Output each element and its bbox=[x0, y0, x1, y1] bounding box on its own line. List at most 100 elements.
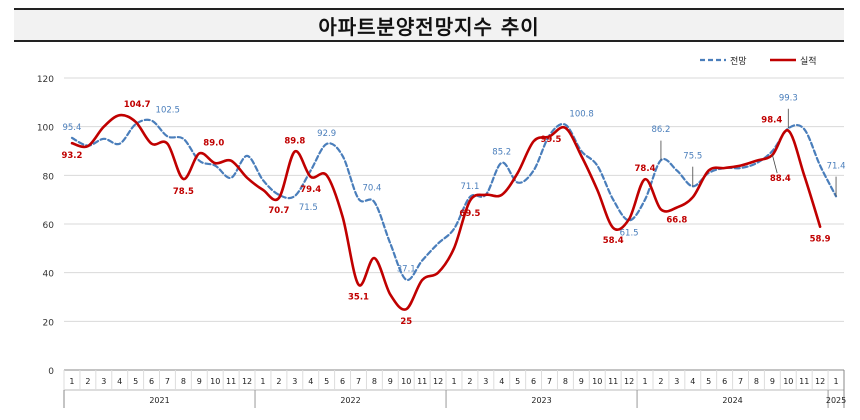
forecast-data-label: 85.2 bbox=[492, 148, 511, 158]
year-label: 2025 bbox=[826, 396, 846, 405]
forecast-data-label: 92.9 bbox=[317, 129, 336, 139]
x-tick-label: 9 bbox=[388, 377, 393, 386]
forecast-data-label: 71.4 bbox=[827, 161, 846, 171]
chart-title-bar: 아파트분양전망지수 추이 bbox=[14, 8, 844, 42]
y-tick-label: 0 bbox=[48, 367, 54, 377]
actual-data-label: 58.4 bbox=[603, 236, 624, 246]
forecast-data-label: 95.4 bbox=[62, 123, 81, 133]
x-tick-label: 1 bbox=[833, 377, 838, 386]
forecast-data-label: 61.5 bbox=[620, 228, 639, 238]
chart-title: 아파트분양전망지수 추이 bbox=[318, 14, 540, 39]
x-tick-label: 8 bbox=[372, 377, 377, 386]
actual-data-label: 89.0 bbox=[203, 138, 224, 148]
year-label: 2022 bbox=[340, 396, 360, 405]
x-tick-label: 1 bbox=[451, 377, 456, 386]
x-tick-label: 4 bbox=[308, 377, 313, 386]
actual-data-label: 78.5 bbox=[173, 187, 194, 197]
actual-data-label: 93.2 bbox=[61, 151, 82, 161]
x-tick-label: 7 bbox=[547, 377, 552, 386]
forecast-data-label: 99.3 bbox=[779, 93, 798, 103]
x-tick-label: 5 bbox=[706, 377, 711, 386]
x-tick-label: 10 bbox=[401, 377, 411, 386]
x-tick-label: 2 bbox=[467, 377, 472, 386]
actual-data-label: 79.4 bbox=[300, 185, 321, 195]
x-tick-label: 2 bbox=[85, 377, 90, 386]
x-tick-label: 5 bbox=[133, 377, 138, 386]
y-tick-label: 40 bbox=[43, 270, 55, 280]
x-tick-label: 9 bbox=[579, 377, 584, 386]
x-tick-label: 7 bbox=[738, 377, 743, 386]
x-tick-label: 11 bbox=[608, 377, 618, 386]
x-tick-label: 5 bbox=[515, 377, 520, 386]
x-tick-label: 4 bbox=[499, 377, 504, 386]
year-label: 2021 bbox=[149, 396, 169, 405]
forecast-series-line bbox=[70, 118, 838, 282]
actual-data-label: 78.4 bbox=[635, 164, 656, 174]
x-tick-label: 6 bbox=[340, 377, 345, 386]
actual-data-label: 58.9 bbox=[810, 235, 831, 245]
x-tick-label: 3 bbox=[101, 377, 106, 386]
data-label-leader bbox=[771, 154, 778, 174]
y-tick-label: 120 bbox=[37, 75, 54, 85]
actual-data-label: 70.7 bbox=[268, 206, 289, 216]
actual-data-label: 99.5 bbox=[540, 135, 561, 145]
legend-forecast-label: 전망 bbox=[730, 56, 747, 67]
x-tick-label: 2 bbox=[276, 377, 281, 386]
forecast-data-label: 70.4 bbox=[362, 184, 381, 194]
y-tick-label: 100 bbox=[37, 124, 54, 134]
y-tick-label: 60 bbox=[43, 221, 55, 231]
year-label: 2023 bbox=[531, 396, 551, 405]
x-tick-label: 3 bbox=[292, 377, 297, 386]
x-tick-label: 6 bbox=[531, 377, 536, 386]
x-tick-label: 9 bbox=[770, 377, 775, 386]
x-tick-label: 5 bbox=[324, 377, 329, 386]
x-tick-label: 9 bbox=[197, 377, 202, 386]
x-tick-label: 3 bbox=[483, 377, 488, 386]
actual-series-line bbox=[70, 113, 822, 311]
actual-data-label: 25 bbox=[400, 317, 412, 327]
x-tick-label: 4 bbox=[117, 377, 122, 386]
x-tick-label: 10 bbox=[210, 377, 220, 386]
x-tick-label: 7 bbox=[165, 377, 170, 386]
x-tick-label: 6 bbox=[722, 377, 727, 386]
x-tick-label: 12 bbox=[815, 377, 825, 386]
actual-data-label: 66.8 bbox=[666, 215, 687, 225]
legend-actual-label: 실적 bbox=[800, 55, 817, 67]
forecast-data-label: 71.5 bbox=[299, 203, 318, 213]
actual-data-label: 104.7 bbox=[124, 100, 151, 110]
actual-data-label: 88.4 bbox=[770, 174, 791, 184]
forecast-data-label: 75.5 bbox=[683, 151, 702, 161]
x-tick-label: 1 bbox=[260, 377, 265, 386]
x-tick-label: 10 bbox=[783, 377, 793, 386]
actual-data-label: 35.1 bbox=[348, 293, 369, 303]
x-tick-label: 8 bbox=[563, 377, 568, 386]
y-tick-label: 20 bbox=[43, 318, 55, 328]
forecast-data-label: 37.1 bbox=[397, 265, 416, 275]
x-tick-label: 7 bbox=[356, 377, 361, 386]
x-tick-label: 11 bbox=[799, 377, 809, 386]
x-tick-label: 3 bbox=[674, 377, 679, 386]
actual-data-label: 98.4 bbox=[761, 116, 782, 126]
x-tick-label: 12 bbox=[242, 377, 252, 386]
forecast-data-label: 71.1 bbox=[460, 182, 479, 192]
x-tick-label: 2 bbox=[658, 377, 663, 386]
actual-data-label: 89.8 bbox=[284, 136, 305, 146]
x-tick-label: 11 bbox=[226, 377, 236, 386]
x-tick-label: 12 bbox=[624, 377, 634, 386]
x-tick-label: 12 bbox=[433, 377, 443, 386]
actual-data-label: 69.5 bbox=[459, 209, 480, 219]
x-tick-label: 1 bbox=[642, 377, 647, 386]
x-tick-label: 10 bbox=[592, 377, 602, 386]
x-tick-label: 11 bbox=[417, 377, 427, 386]
x-tick-label: 8 bbox=[181, 377, 186, 386]
y-tick-label: 80 bbox=[43, 172, 55, 182]
forecast-data-label: 102.5 bbox=[156, 106, 180, 116]
x-tick-label: 6 bbox=[149, 377, 154, 386]
x-tick-label: 8 bbox=[754, 377, 759, 386]
forecast-data-label: 86.2 bbox=[651, 125, 670, 135]
x-tick-label: 1 bbox=[69, 377, 74, 386]
forecast-data-label: 100.8 bbox=[569, 110, 593, 120]
x-tick-label: 4 bbox=[690, 377, 695, 386]
year-label: 2024 bbox=[722, 396, 742, 405]
